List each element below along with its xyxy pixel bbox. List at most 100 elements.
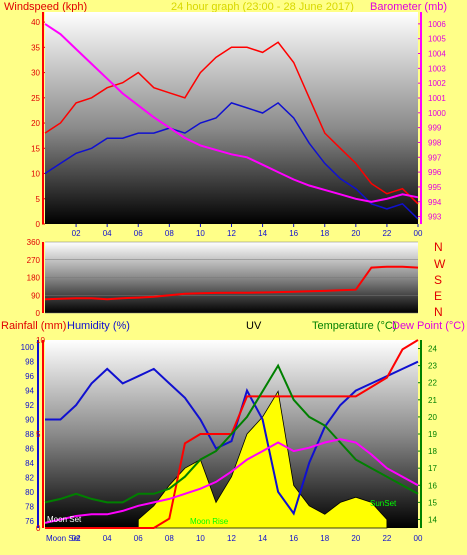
hum-y-tick-1: 78 — [25, 502, 34, 511]
wind-x-tick-2: 06 — [134, 229, 143, 238]
rain-y-tick-1: 5 — [36, 430, 41, 439]
wind-x-tick-0: 02 — [72, 229, 81, 238]
baro-y-tick-4: 997 — [428, 153, 442, 162]
series-average — [44, 101, 419, 220]
temp-x-tick-2: 06 — [134, 534, 143, 543]
rainfall-axis-label: Rainfall (mm) — [1, 320, 67, 332]
annotation-moon-rise: Moon Rise — [190, 517, 229, 526]
series-temperature — [44, 363, 419, 504]
uv-axis-label: UV — [246, 320, 262, 332]
temp-x-tick-9: 20 — [351, 534, 360, 543]
wind-y-tick-5: 25 — [31, 94, 40, 103]
baro-y-tick-3: 996 — [428, 168, 442, 177]
temp-x-tick-11: 00 — [414, 534, 423, 543]
baro-y-tick-5: 998 — [428, 138, 442, 147]
temp-y-tick-0: 14 — [428, 515, 437, 524]
direction-label-s: S — [434, 273, 443, 287]
dir-y-tick-0: 0 — [36, 309, 41, 318]
hum-y-tick-0: 76 — [25, 517, 34, 526]
annotation-sunset: SunSet — [370, 499, 397, 508]
temp-x-tick-6: 14 — [258, 534, 267, 543]
wind-plot-area — [45, 12, 418, 224]
wind-x-tick-5: 12 — [227, 229, 236, 238]
baro-y-tick-6: 999 — [428, 124, 442, 133]
series-uv — [137, 390, 388, 529]
wind-y-tick-8: 40 — [31, 18, 40, 27]
temp-y-tick-2: 16 — [428, 481, 437, 490]
hum-y-tick-6: 88 — [25, 430, 34, 439]
temp-y-tick-9: 23 — [428, 362, 437, 371]
wind-x-tick-9: 20 — [351, 229, 360, 238]
dir-y-tick-2: 180 — [27, 274, 41, 283]
wind-y-tick-4: 20 — [31, 119, 40, 128]
baro-y-tick-9: 1002 — [428, 79, 446, 88]
humidity-axis-label: Humidity (%) — [67, 320, 130, 332]
temp-y-tick-4: 18 — [428, 447, 437, 456]
baro-y-tick-11: 1004 — [428, 50, 446, 59]
wind-y-tick-6: 30 — [31, 69, 40, 78]
temperature-axis-label: Temperature (°C) — [312, 320, 397, 332]
hum-y-tick-9: 94 — [25, 387, 34, 396]
temp-x-tick-8: 18 — [320, 534, 329, 543]
wind-x-tick-8: 18 — [320, 229, 329, 238]
windspeed-axis-label: Windspeed (kph) — [4, 1, 88, 13]
annotation-moon-set-plot: Moon Set — [47, 515, 82, 524]
dir-y-tick-1: 90 — [31, 291, 40, 300]
series-dew_point — [44, 438, 419, 524]
hum-y-tick-3: 82 — [25, 473, 34, 482]
barometer-axis-label: Barometer (mb) — [370, 1, 448, 13]
wind-y-tick-7: 35 — [31, 43, 40, 52]
temp-y-tick-7: 21 — [428, 396, 437, 405]
temp-x-tick-1: 04 — [103, 534, 112, 543]
hum-y-tick-2: 80 — [25, 488, 34, 497]
hum-y-tick-7: 90 — [25, 416, 34, 425]
direction-label-n1: N — [434, 240, 443, 254]
hum-y-tick-11: 98 — [25, 358, 34, 367]
baro-y-tick-7: 1000 — [428, 109, 446, 118]
wind-y-tick-0: 0 — [36, 220, 41, 229]
baro-y-tick-2: 995 — [428, 183, 442, 192]
series-gust — [44, 41, 419, 205]
wind-x-tick-1: 04 — [103, 229, 112, 238]
wind-x-tick-3: 08 — [165, 229, 174, 238]
temp-x-tick-5: 12 — [227, 534, 236, 543]
chart-title: 24 hour graph (23:00 - 28 June 2017) — [171, 1, 354, 13]
temp-x-tick-4: 10 — [196, 534, 205, 543]
wind-x-tick-11: 00 — [414, 229, 423, 238]
temp-y-tick-1: 15 — [428, 498, 437, 507]
direction-label-n2: N — [434, 305, 443, 319]
hum-y-tick-10: 96 — [25, 372, 34, 381]
direction-label-w: W — [434, 257, 446, 271]
wind-x-tick-4: 10 — [196, 229, 205, 238]
baro-y-tick-0: 993 — [428, 213, 442, 222]
annotation-moon-set-axis: Moon Set — [46, 534, 81, 543]
temp-x-tick-7: 16 — [289, 534, 298, 543]
wind-x-tick-10: 22 — [382, 229, 391, 238]
rain-y-tick-0: 0 — [36, 524, 41, 533]
temp-x-tick-0: 02 — [72, 534, 81, 543]
series-direction — [44, 265, 419, 301]
dir-y-tick-3: 270 — [27, 256, 41, 265]
temp-y-tick-3: 17 — [428, 464, 437, 473]
hum-y-tick-5: 86 — [25, 444, 34, 453]
baro-y-tick-12: 1005 — [428, 35, 446, 44]
direction-label-e: E — [434, 289, 443, 303]
hum-y-tick-12: 100 — [21, 343, 35, 352]
wind-x-tick-7: 16 — [289, 229, 298, 238]
baro-y-tick-1: 994 — [428, 198, 442, 207]
series-humidity — [45, 360, 419, 516]
series-barometer — [44, 23, 419, 203]
baro-y-tick-8: 1001 — [428, 94, 446, 103]
wind-y-tick-2: 10 — [31, 170, 40, 179]
wind-y-tick-3: 15 — [31, 144, 40, 153]
wind-x-tick-6: 14 — [258, 229, 267, 238]
hum-y-tick-4: 84 — [25, 459, 34, 468]
baro-y-tick-13: 1006 — [428, 20, 446, 29]
temp-y-tick-5: 19 — [428, 430, 437, 439]
dir-y-tick-4: 360 — [27, 238, 41, 247]
wind-y-tick-1: 5 — [36, 195, 41, 204]
temp-x-tick-10: 22 — [382, 534, 391, 543]
baro-y-tick-10: 1003 — [428, 64, 446, 73]
temp-y-tick-10: 24 — [428, 345, 437, 354]
